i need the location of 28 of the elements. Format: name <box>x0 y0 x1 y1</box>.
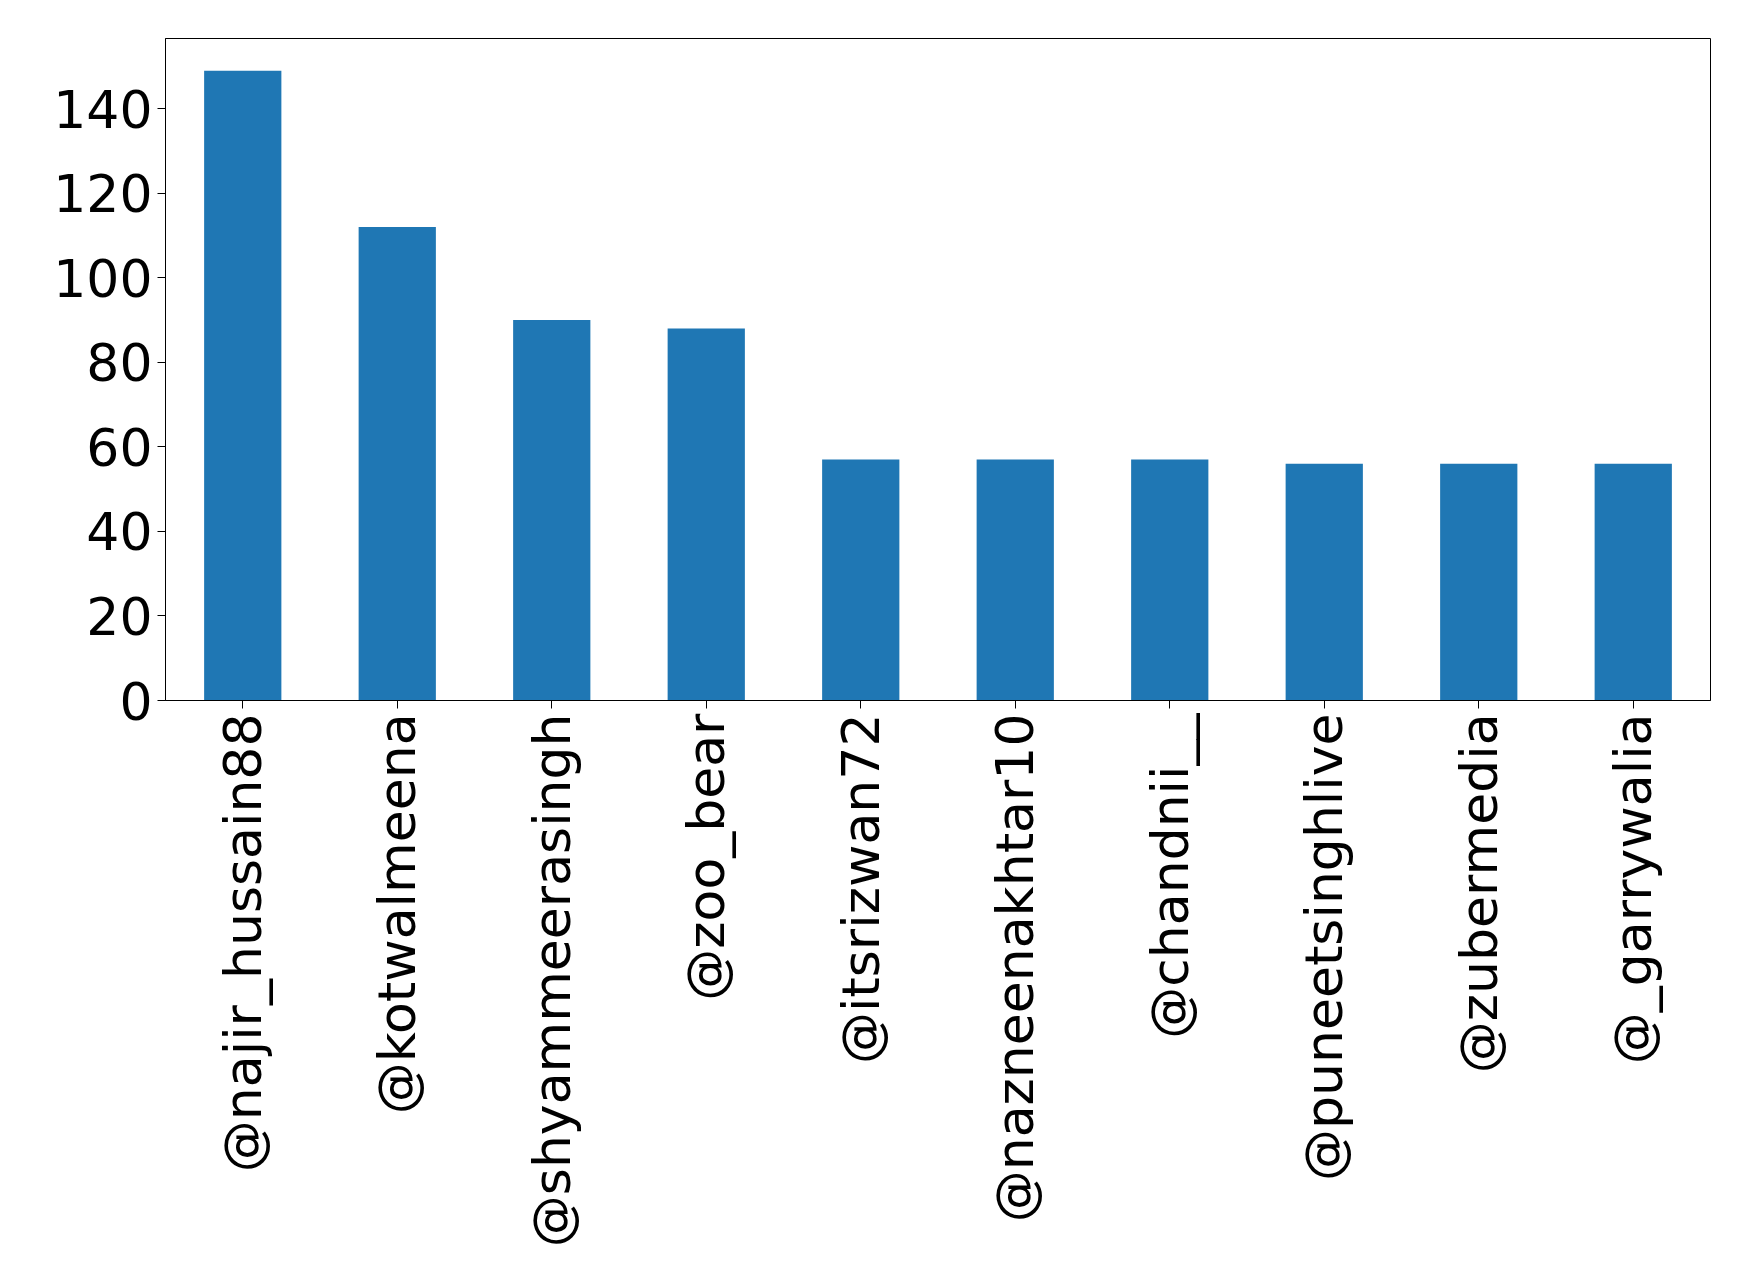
bar <box>667 328 745 701</box>
x-tick-label: @puneetsinghlive <box>1294 713 1355 1181</box>
x-tick-label: @_garrywalia <box>1603 713 1664 1065</box>
bar <box>822 459 900 701</box>
x-tick-label: @zubermedia <box>1448 713 1509 1074</box>
bar <box>1131 459 1209 701</box>
y-tick-label: 60 <box>86 417 153 478</box>
x-tick-label: @najir_hussain88 <box>212 713 273 1173</box>
y-tick-label: 140 <box>53 79 153 140</box>
bar <box>1594 463 1672 701</box>
x-tick-label: @chandnii__ <box>1139 712 1200 1039</box>
x-tick-label: @itsrizwan72 <box>830 713 891 1065</box>
y-tick-label: 80 <box>86 333 153 394</box>
y-tick-label: 120 <box>53 164 153 225</box>
y-tick-label: 40 <box>86 502 153 563</box>
bar <box>1440 463 1518 701</box>
x-tick-label: @zoo_bear <box>676 712 737 1001</box>
bar <box>358 227 436 701</box>
bar <box>204 70 282 701</box>
x-tick-label: @shyammeerasingh <box>521 713 582 1248</box>
y-tick-label: 20 <box>86 586 153 647</box>
x-tick-label: @nazneenakhtar10 <box>985 713 1046 1223</box>
bar <box>1285 463 1363 701</box>
bar <box>513 320 591 701</box>
y-tick-label: 100 <box>53 248 153 309</box>
bar <box>976 459 1054 701</box>
y-tick-label: 0 <box>119 671 153 732</box>
x-tick-label: @kotwalmeena <box>367 713 428 1115</box>
